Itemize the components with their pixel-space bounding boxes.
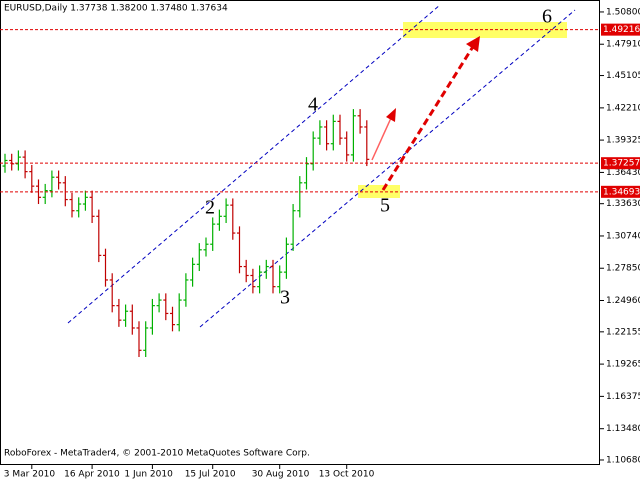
ohlc-bar — [317, 120, 323, 145]
y-tick-label: 1.33630 — [606, 199, 640, 209]
ohlc-bar — [29, 164, 35, 193]
ohlc-bar — [223, 198, 229, 224]
plot-border — [0, 0, 600, 465]
x-tick-label: 13 Oct 2010 — [319, 470, 375, 480]
ohlc-bar — [350, 109, 356, 162]
y-tick-label: 1.47910 — [606, 40, 640, 50]
ohlc-bar — [324, 120, 330, 151]
ohlc-bar — [89, 190, 95, 224]
y-tick-label: 1.36430 — [606, 168, 640, 178]
footer: RoboForex - MetaTrader4, © 2001-2010 Met… — [4, 449, 310, 459]
forecast-arrow — [381, 44, 476, 191]
y-tick-label: 1.22155 — [606, 327, 640, 337]
y-tick-label: 1.45105 — [606, 71, 640, 81]
ohlc-bar — [203, 237, 209, 257]
level-box — [601, 23, 640, 36]
y-tick-label: 1.30740 — [606, 231, 640, 241]
y-tick-label: 1.13480 — [606, 424, 640, 434]
ohlc-bar — [243, 259, 249, 283]
ohlc-bar — [170, 306, 175, 332]
wave-label: 2 — [205, 197, 215, 219]
ohlc-bar — [76, 197, 82, 218]
ohlc-bar — [136, 321, 142, 358]
y-tick-label: 1.50800 — [606, 7, 640, 17]
y-tick-label: 1.10680 — [606, 455, 640, 465]
ohlc-bar — [36, 179, 41, 205]
ohlc-bar — [116, 298, 122, 327]
ohlc-bar — [56, 170, 62, 190]
level-label: 1.37257 — [603, 159, 640, 169]
ohlc-bar — [257, 265, 263, 294]
y-tick-label: 1.24960 — [606, 296, 640, 306]
ohlc-bar — [143, 321, 149, 358]
ohlc-bar — [310, 131, 316, 171]
level-label: 1.49216 — [603, 25, 640, 35]
y-tick-label: 1.19265 — [606, 360, 640, 370]
ohlc-bar — [163, 293, 169, 321]
x-tick-label: 3 Mar 2010 — [4, 470, 56, 480]
ohlc-bar — [344, 131, 350, 162]
ohlc-bar — [190, 257, 196, 287]
ohlc-bar — [149, 298, 155, 335]
ohlc-bar — [357, 109, 363, 134]
ohlc-bar — [250, 268, 256, 294]
ohlc-bar — [42, 183, 48, 205]
ohlc-bar — [15, 150, 21, 171]
ohlc-bar — [176, 293, 182, 332]
ohlc-bar — [62, 176, 68, 207]
ohlc-bar — [129, 304, 135, 335]
ohlc-bar — [49, 170, 55, 198]
arrow-head — [466, 36, 480, 52]
forecast-arrow — [371, 117, 392, 161]
wave-label: 4 — [308, 94, 318, 116]
level-box — [601, 157, 640, 170]
y-tick-label: 1.27850 — [606, 264, 640, 274]
ohlc-bar — [183, 273, 189, 307]
wave-label: 6 — [542, 6, 552, 28]
ohlc-bar — [9, 153, 15, 171]
ohlc-bar — [103, 248, 108, 287]
chart-title: EURUSD,Daily 1.37738 1.38200 1.37480 1.3… — [4, 4, 228, 14]
ohlc-bar — [96, 209, 102, 263]
channel-line — [199, 9, 576, 328]
wave-label: 5 — [380, 195, 390, 217]
ohlc-bar — [22, 150, 28, 179]
ohlc-bar — [283, 237, 289, 279]
y-tick-label: 1.42210 — [606, 103, 640, 113]
ohlc-bar — [82, 190, 88, 211]
ohlc-bar — [109, 273, 115, 313]
ohlc-bar — [216, 209, 222, 231]
ohlc-bar — [277, 265, 283, 294]
ohlc-bar — [156, 293, 162, 313]
ohlc-bar — [237, 226, 242, 274]
x-tick-label: 1 Jun 2010 — [124, 470, 173, 480]
x-tick-label: 30 Aug 2010 — [252, 470, 310, 480]
wave-label: 3 — [280, 287, 290, 309]
ohlc-bar — [330, 114, 336, 151]
ohlc-bar — [196, 243, 202, 272]
level-label: 1.34693 — [603, 187, 640, 197]
ohlc-bar — [297, 176, 303, 218]
ohlc-bar — [290, 204, 296, 251]
ohlc-bar — [263, 259, 269, 279]
channel-line — [67, 4, 441, 324]
ohlc-bar — [337, 114, 343, 145]
ohlc-bar — [364, 120, 370, 167]
ohlc-bar — [123, 304, 129, 327]
level-box — [601, 185, 640, 198]
ohlc-bar — [210, 217, 216, 251]
ohlc-bar — [304, 157, 309, 190]
arrow-head — [386, 108, 396, 122]
x-tick-label: 16 Apr 2010 — [64, 470, 120, 480]
ohlc-bar — [69, 192, 75, 218]
y-tick-label: 1.16375 — [606, 392, 640, 402]
ohlc-bar — [270, 259, 276, 294]
y-tick-label: 1.39325 — [606, 136, 640, 146]
entry-zone — [358, 185, 400, 198]
ohlc-bar — [230, 198, 236, 240]
x-tick-label: 15 Jul 2010 — [185, 470, 236, 480]
